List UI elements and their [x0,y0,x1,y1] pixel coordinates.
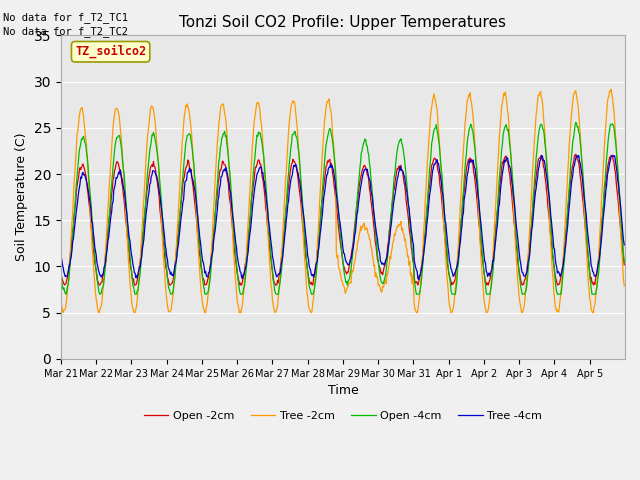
Tree -2cm [607,86,615,92]
Open -2cm [620,262,628,268]
Title: Tonzi Soil CO2 Profile: Upper Temperatures: Tonzi Soil CO2 Profile: Upper Temperatur… [179,15,506,30]
Open -2cm [227,213,235,218]
Text: No data for f_T2_TC2: No data for f_T2_TC2 [3,26,128,37]
Text: No data for f_T2_TC1: No data for f_T2_TC1 [3,12,128,23]
Tree -4cm [538,153,546,158]
Line: Open -2cm: Open -2cm [61,155,624,285]
Open -2cm [401,188,409,194]
Tree -4cm [227,190,234,195]
Open -4cm [401,165,409,171]
Tree -4cm [415,276,422,282]
Tree -4cm [620,242,628,248]
Text: TZ_soilco2: TZ_soilco2 [75,45,147,59]
Tree -4cm [401,174,408,180]
Tree -4cm [276,271,284,277]
Open -4cm [62,291,70,297]
Tree -2cm [95,310,103,315]
Open -2cm [433,159,441,165]
X-axis label: Time: Time [328,384,358,397]
Tree -4cm [255,168,262,174]
Open -4cm [433,127,441,132]
Open -2cm [276,263,284,268]
Open -4cm [620,259,628,265]
Line: Tree -4cm: Tree -4cm [61,156,624,279]
Open -2cm [255,157,263,163]
Open -4cm [276,276,284,281]
Tree -2cm [255,103,263,108]
Tree -2cm [401,236,409,242]
Tree -2cm [433,106,441,112]
Open -4cm [255,131,263,136]
Open -4cm [572,120,580,125]
Tree -4cm [433,157,441,163]
Open -4cm [227,192,235,197]
Tree -2cm [124,243,132,249]
Line: Tree -2cm: Tree -2cm [61,89,624,312]
Open -2cm [572,152,580,157]
Tree -2cm [227,206,235,212]
Tree -2cm [276,267,284,273]
Line: Open -4cm: Open -4cm [61,122,624,294]
Open -4cm [124,224,132,230]
Tree -2cm [57,297,65,302]
Tree -4cm [57,253,65,259]
Tree -2cm [620,283,628,289]
Open -2cm [61,282,68,288]
Open -2cm [124,236,132,242]
Open -2cm [57,268,65,274]
Open -4cm [57,269,65,275]
Legend: Open -2cm, Tree -2cm, Open -4cm, Tree -4cm: Open -2cm, Tree -2cm, Open -4cm, Tree -4… [140,407,547,425]
Tree -4cm [123,212,131,217]
Y-axis label: Soil Temperature (C): Soil Temperature (C) [15,133,28,262]
